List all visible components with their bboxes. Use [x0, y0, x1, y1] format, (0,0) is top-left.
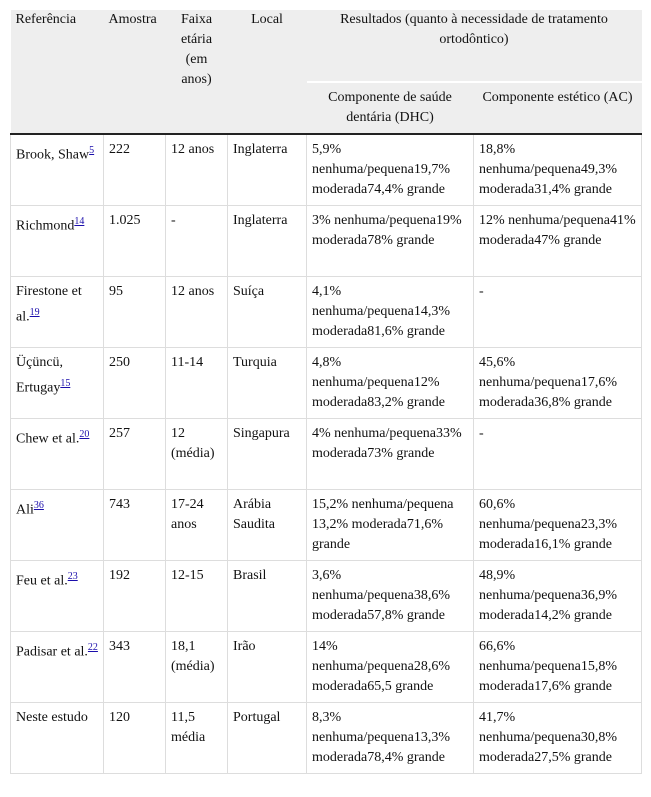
dhc-cell: 4,1% nenhuma/pequena14,3% moderada81,6% … [306, 276, 474, 348]
ac-cell: 18,8% nenhuma/pequena49,3% moderada31,4%… [473, 134, 642, 206]
table-row: Padisar et al.22 343 18,1 (média) Irão 14% n… [10, 631, 642, 703]
reference: Chew et al. [16, 431, 80, 447]
citation: 15 [60, 376, 70, 389]
dhc-cell: 4% nenhuma/pequena33% moderada73% grande [306, 418, 474, 490]
sample-cell: 222 [103, 134, 166, 206]
citation-link[interactable]: 20 [79, 429, 90, 440]
citation: 36 [34, 498, 44, 511]
citation: 14 [74, 214, 84, 227]
header-cell: Referência [10, 10, 104, 135]
location-cell: Arábia Saudita [227, 489, 307, 561]
dhc-cell: 8,3% nenhuma/pequena13,3% moderada78,4% … [306, 702, 474, 774]
table-row: Firestone et al.19 95 12 anos Suíça 4,1% nen… [10, 276, 642, 348]
table-row: Brook, Shaw5 222 12 anos Inglaterra 5,9% nen… [10, 134, 642, 206]
table-row: Feu et al.23 192 12-15 Brasil 3,6% nenhuma/p… [10, 560, 642, 632]
dhc-cell: 14% nenhuma/pequena28,6% moderada65,5 gr… [306, 631, 474, 703]
table-body: Brook, Shaw5 222 12 anos Inglaterra 5,9% nen… [10, 134, 642, 774]
citation: 19 [30, 305, 40, 318]
ac-cell: 12% nenhuma/pequena41% moderada47% grand… [473, 205, 642, 277]
age-cell: 12 (média) [165, 418, 228, 490]
ac-cell: 48,9% nenhuma/pequena36,9% moderada14,2%… [473, 560, 642, 632]
age-cell: 12 anos [165, 276, 228, 348]
header-cell: Local [227, 10, 307, 135]
location-cell: Inglaterra [227, 205, 307, 277]
location-cell: Brasil [227, 560, 307, 632]
ac-cell: 41,7% nenhuma/pequena30,8% moderada27,5%… [473, 702, 642, 774]
header-cell: Amostra [103, 10, 166, 135]
citation: 5 [89, 143, 94, 156]
sample-cell: 743 [103, 489, 166, 561]
location-cell: Turquia [227, 347, 307, 419]
dhc-cell: 3,6% nenhuma/pequena38,6% moderada57,8% … [306, 560, 474, 632]
sample-cell: 120 [103, 702, 166, 774]
sample-cell: 250 [103, 347, 166, 419]
results-table: Referência Amostra Faixa etária (em anos… [10, 10, 642, 774]
reference-cell: Chew et al.20 [10, 418, 104, 490]
subheader-cell: Componente de saúde dentária (DHC) [306, 81, 474, 135]
table-row: Üçüncü, Ertugay15 250 11-14 Turquia 4,8% nen… [10, 347, 642, 419]
reference: Richmond [16, 218, 75, 234]
dhc-cell: 4,8% nenhuma/pequena12% moderada83,2% gr… [306, 347, 474, 419]
reference-cell: Feu et al.23 [10, 560, 104, 632]
citation-link[interactable]: 19 [29, 307, 40, 318]
reference-cell: Ali36 [10, 489, 104, 561]
sample-cell: 192 [103, 560, 166, 632]
reference-cell: Padisar et al.22 [10, 631, 104, 703]
sample-cell: 95 [103, 276, 166, 348]
location-cell: Singapura [227, 418, 307, 490]
age-cell: 12 anos [165, 134, 228, 206]
reference: Ali [16, 502, 34, 518]
age-cell: 11,5 média [165, 702, 228, 774]
reference-cell: Firestone et al.19 [10, 276, 104, 348]
citation-link[interactable]: 22 [87, 642, 98, 653]
age-cell: 12-15 [165, 560, 228, 632]
reference: Padisar et al. [16, 644, 88, 660]
ac-cell: 45,6% nenhuma/pequena17,6% moderada36,8%… [473, 347, 642, 419]
location-cell: Portugal [227, 702, 307, 774]
citation: 22 [88, 640, 98, 653]
reference: Feu et al. [16, 573, 68, 589]
reference-cell: Neste estudo [10, 702, 104, 774]
table-row: Ali36 743 17-24 anos Arábia Saudita 15,2% ne… [10, 489, 642, 561]
dhc-cell: 5,9% nenhuma/pequena19,7% moderada74,4% … [306, 134, 474, 206]
header-cell: Faixa etária (em anos) [165, 10, 228, 135]
location-cell: Irão [227, 631, 307, 703]
sample-cell: 1.025 [103, 205, 166, 277]
citation-link[interactable]: 5 [89, 145, 95, 156]
age-cell: - [165, 205, 228, 277]
reference-cell: Brook, Shaw5 [10, 134, 104, 206]
citation: 20 [79, 427, 89, 440]
dhc-cell: 3% nenhuma/pequena19% moderada78% grande [306, 205, 474, 277]
reference-cell: Richmond14 [10, 205, 104, 277]
subheader-cell: Componente estético (AC) [473, 81, 642, 135]
ac-cell: 60,6% nenhuma/pequena23,3% moderada16,1%… [473, 489, 642, 561]
reference: Brook, Shaw [16, 147, 90, 163]
citation-link[interactable]: 15 [60, 378, 71, 389]
age-cell: 18,1 (média) [165, 631, 228, 703]
sample-cell: 343 [103, 631, 166, 703]
header-cell: Resultados (quanto à necessidade de trat… [306, 10, 642, 83]
ac-cell: 66,6% nenhuma/pequena15,8% moderada17,6%… [473, 631, 642, 703]
sample-cell: 257 [103, 418, 166, 490]
citation: 23 [68, 569, 78, 582]
dhc-cell: 15,2% nenhuma/pequena 13,2% moderada71,6… [306, 489, 474, 561]
table-row: Chew et al.20 257 12 (média) Singapura 4% ne… [10, 418, 642, 490]
age-cell: 11-14 [165, 347, 228, 419]
reference: Firestone et al. [16, 284, 82, 325]
citation-link[interactable]: 23 [67, 571, 78, 582]
ac-cell: - [473, 276, 642, 348]
table-row: Richmond14 1.025- Inglaterra 3% nenhuma/peq… [10, 205, 642, 277]
table-row: Neste estudo 120 11,5 média Portugal 8,3% ne… [10, 702, 642, 774]
reference: Neste estudo [16, 710, 88, 725]
reference-cell: Üçüncü, Ertugay15 [10, 347, 104, 419]
location-cell: Suíça [227, 276, 307, 348]
location-cell: Inglaterra [227, 134, 307, 206]
ac-cell: - [473, 418, 642, 490]
citation-link[interactable]: 14 [74, 216, 85, 227]
reference: Üçüncü, Ertugay [16, 355, 64, 396]
citation-link[interactable]: 36 [33, 500, 44, 511]
age-cell: 17-24 anos [165, 489, 228, 561]
